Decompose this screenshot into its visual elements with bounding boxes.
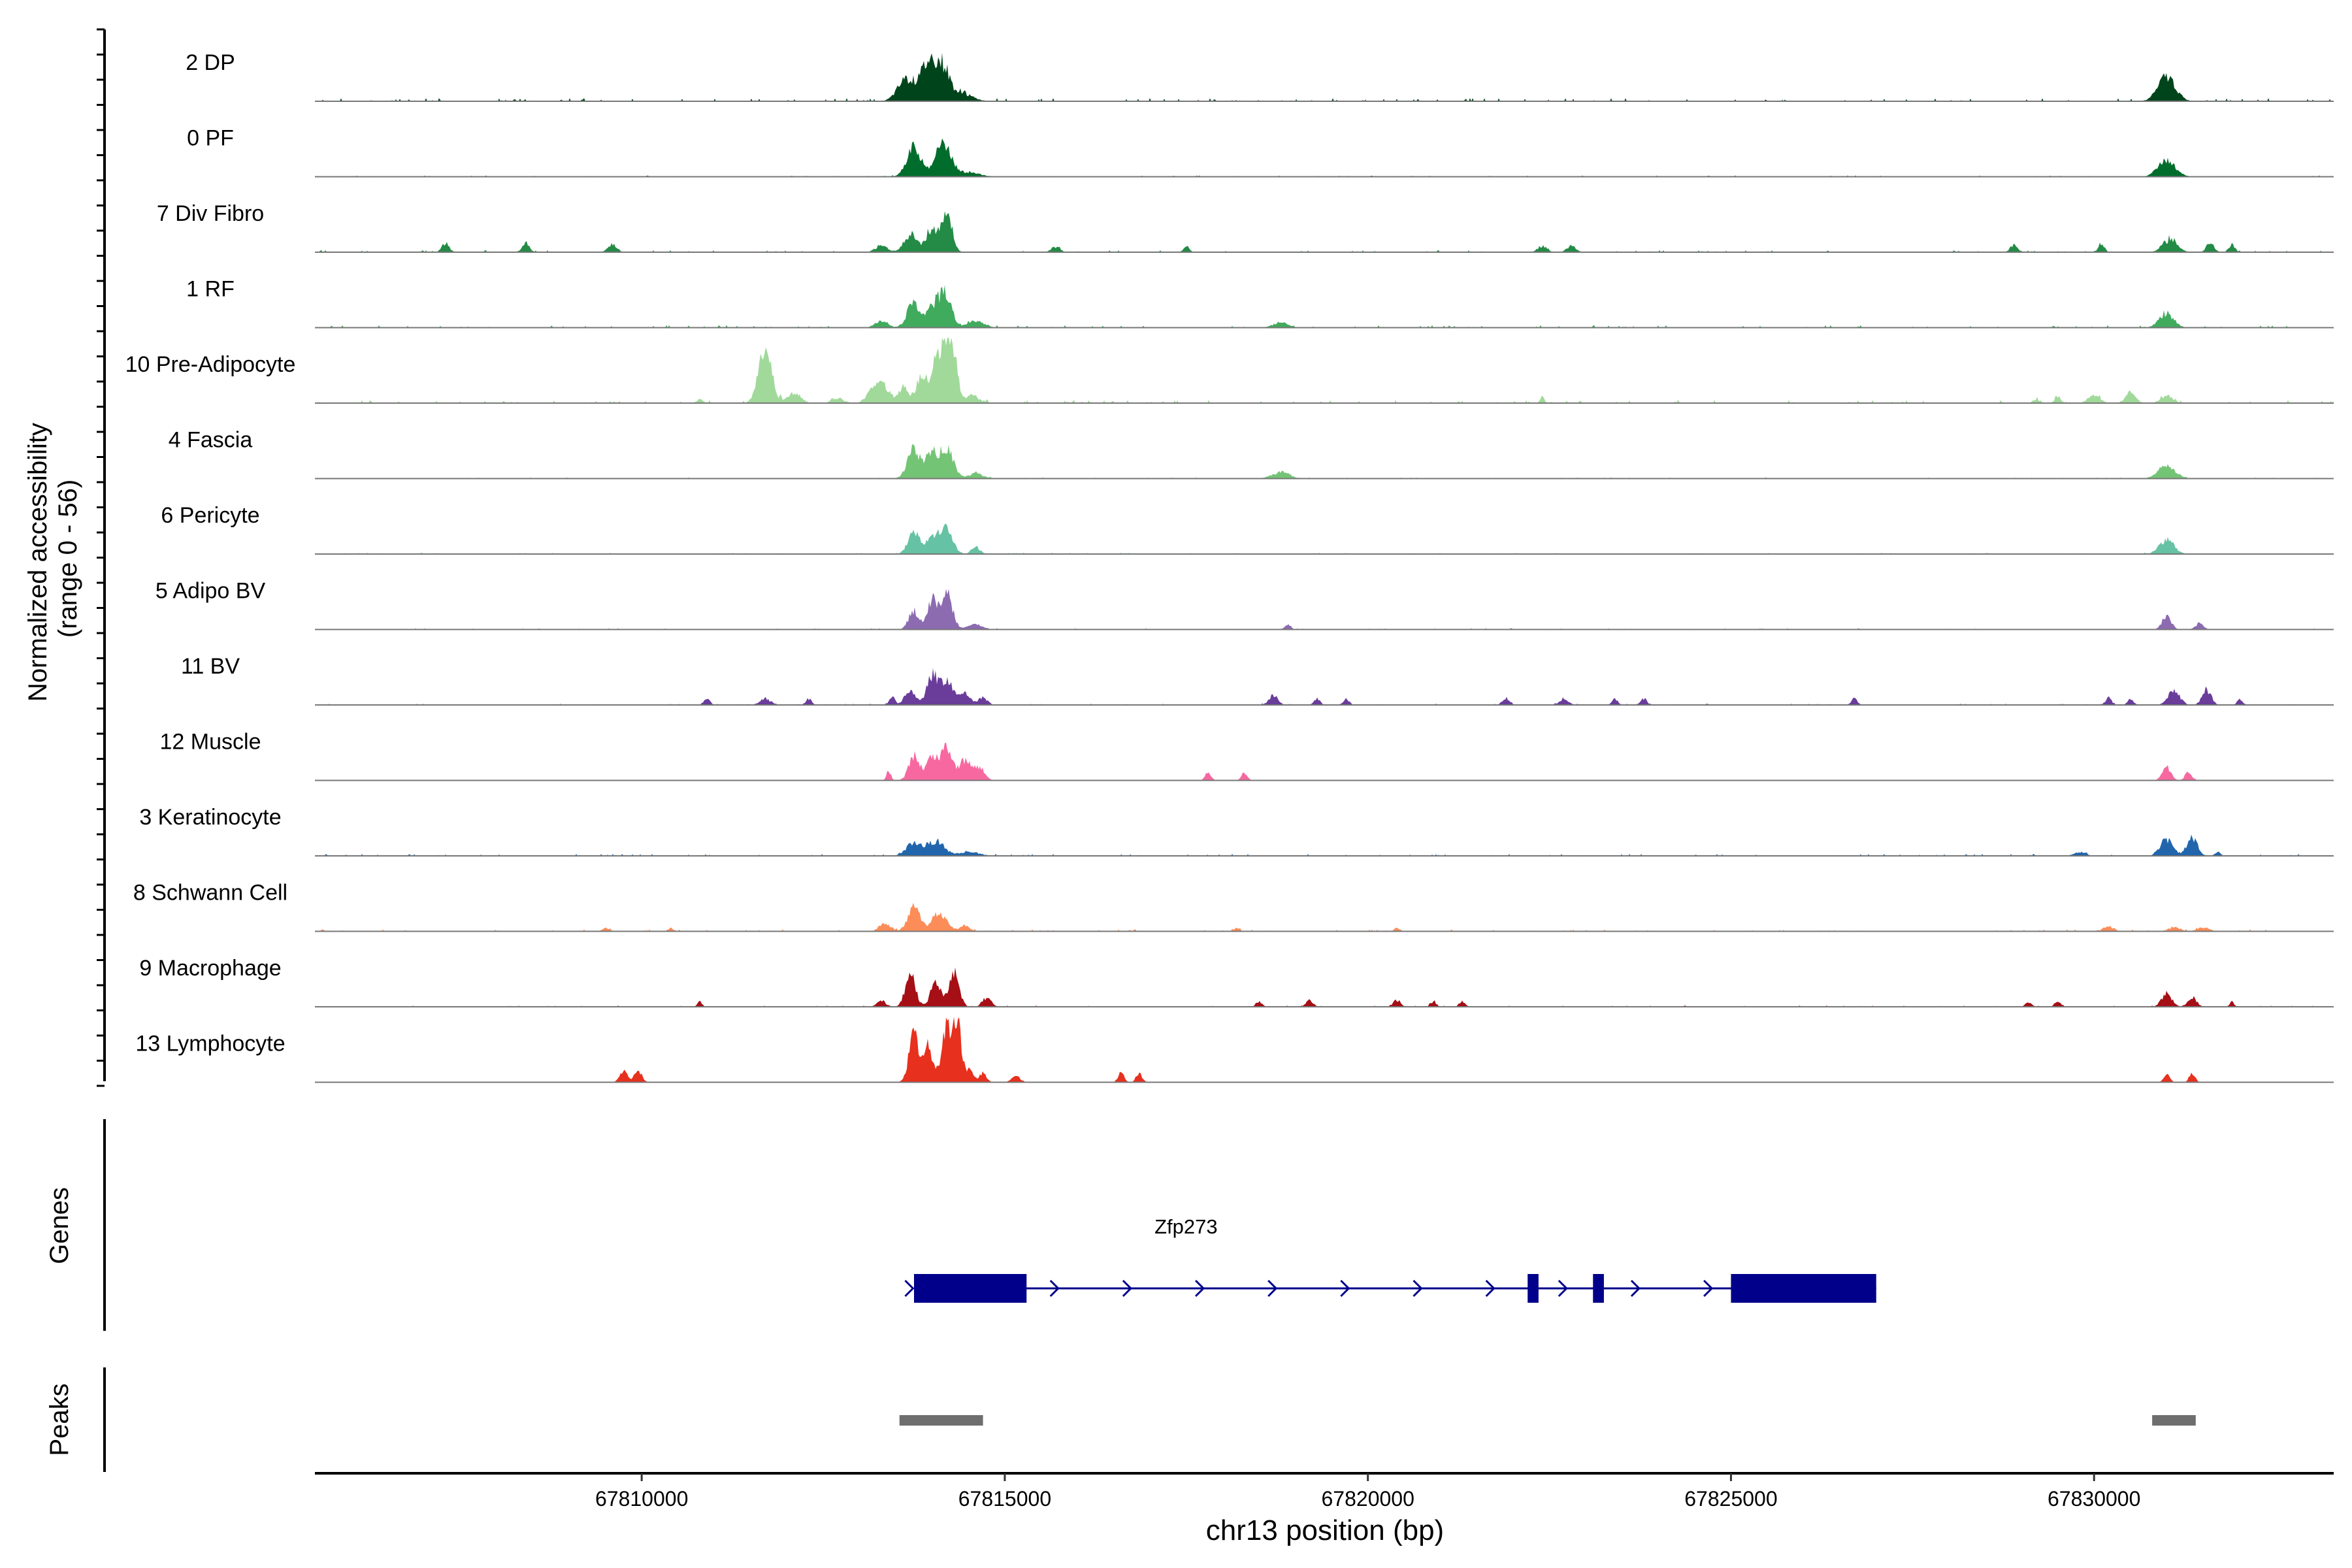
y-axis-title-line-2: (range 0 - 56) bbox=[54, 480, 82, 638]
gene-exon bbox=[1731, 1274, 1876, 1303]
y-axis-title: Normalized accessibility (range 0 - 56) bbox=[24, 416, 82, 702]
track-5-adipo-bv: 5 Adipo BV bbox=[155, 579, 2334, 630]
gene-exon bbox=[1593, 1274, 1604, 1303]
track-12-muscle: 12 Muscle bbox=[160, 730, 2334, 781]
track-label: 5 Adipo BV bbox=[155, 579, 266, 604]
gene-label: Zfp273 bbox=[1154, 1215, 1218, 1238]
track-1-rf: 1 RF bbox=[186, 277, 2334, 329]
track-11-bv: 11 BV bbox=[181, 654, 2334, 706]
coverage-y-axis bbox=[97, 28, 106, 1087]
track-label: 2 DP bbox=[186, 50, 235, 75]
x-axis: 67810000 67815000 67820000 67825000 67830000 bbox=[315, 1472, 2334, 1511]
track-7-div-fibro: 7 Div Fibro bbox=[157, 201, 2334, 253]
track-13-lymphocyte: 13 Lymphocyte bbox=[135, 1017, 2334, 1083]
track-label: 0 PF bbox=[187, 126, 234, 151]
track-0-pf: 0 PF bbox=[187, 126, 2334, 178]
strand-arrow bbox=[1194, 1279, 1205, 1298]
track-label: 10 Pre-Adipocyte bbox=[125, 352, 296, 377]
coverage-area bbox=[315, 668, 2334, 705]
strand-arrow bbox=[1267, 1279, 1278, 1298]
track-4-fascia: 4 Fascia bbox=[169, 428, 2334, 480]
gene-exon bbox=[1527, 1274, 1539, 1303]
track-label: 7 Div Fibro bbox=[157, 201, 264, 226]
genes-panel-label: Genes bbox=[45, 1187, 74, 1264]
strand-arrow bbox=[1413, 1279, 1423, 1298]
y-axis-title-line-1: Normalized accessibility bbox=[24, 423, 52, 702]
track-10-pre-adipocyte: 10 Pre-Adipocyte bbox=[125, 338, 2334, 404]
track-label: 8 Schwann Cell bbox=[133, 881, 287, 906]
track-8-schwann-cell: 8 Schwann Cell bbox=[133, 881, 2334, 932]
track-label: 6 Pericyte bbox=[161, 503, 259, 528]
x-axis-tick-label: 67815000 bbox=[958, 1487, 1051, 1511]
track-label: 1 RF bbox=[186, 277, 235, 302]
track-label: 13 Lymphocyte bbox=[135, 1032, 285, 1056]
peaks-panel-label: Peaks bbox=[45, 1383, 74, 1456]
track-2-dp: 2 DP bbox=[186, 50, 2334, 102]
strand-arrow bbox=[1630, 1279, 1641, 1298]
peak-region bbox=[899, 1415, 983, 1426]
x-axis-tick-label: 67810000 bbox=[595, 1487, 688, 1511]
strand-arrow bbox=[904, 1279, 915, 1298]
strand-arrow bbox=[1340, 1279, 1350, 1298]
track-9-macrophage: 9 Macrophage bbox=[139, 956, 2334, 1007]
x-axis-tick-label: 67830000 bbox=[2048, 1487, 2140, 1511]
track-3-keratinocyte: 3 Keratinocyte bbox=[139, 805, 2334, 857]
gene-exon bbox=[913, 1274, 1027, 1303]
track-6-pericyte: 6 Pericyte bbox=[161, 503, 2334, 555]
gene-annotation-track: Zfp273 bbox=[904, 1215, 1876, 1303]
track-label: 9 Macrophage bbox=[139, 956, 281, 981]
strand-arrow bbox=[1122, 1279, 1133, 1298]
peak-region bbox=[2152, 1415, 2196, 1426]
strand-arrow bbox=[1558, 1279, 1568, 1298]
track-label: 4 Fascia bbox=[169, 428, 253, 453]
strand-arrow bbox=[1485, 1279, 1495, 1298]
peaks-track bbox=[899, 1415, 2196, 1426]
x-axis-tick-label: 67820000 bbox=[1322, 1487, 1414, 1511]
coverage-area bbox=[315, 338, 2334, 403]
track-label: 3 Keratinocyte bbox=[139, 805, 281, 830]
strand-arrow bbox=[1049, 1279, 1060, 1298]
strand-arrow bbox=[1703, 1279, 1714, 1298]
coverage-tracks: 2 DP 0 PF 7 Div Fibro 1 RF 10 Pre-Adipocyte 4… bbox=[125, 50, 2334, 1083]
track-label: 11 BV bbox=[181, 654, 240, 679]
track-label: 12 Muscle bbox=[160, 730, 261, 755]
x-axis-tick-label: 67825000 bbox=[1684, 1487, 1777, 1511]
x-axis-title: chr13 position (bp) bbox=[1206, 1514, 1444, 1546]
